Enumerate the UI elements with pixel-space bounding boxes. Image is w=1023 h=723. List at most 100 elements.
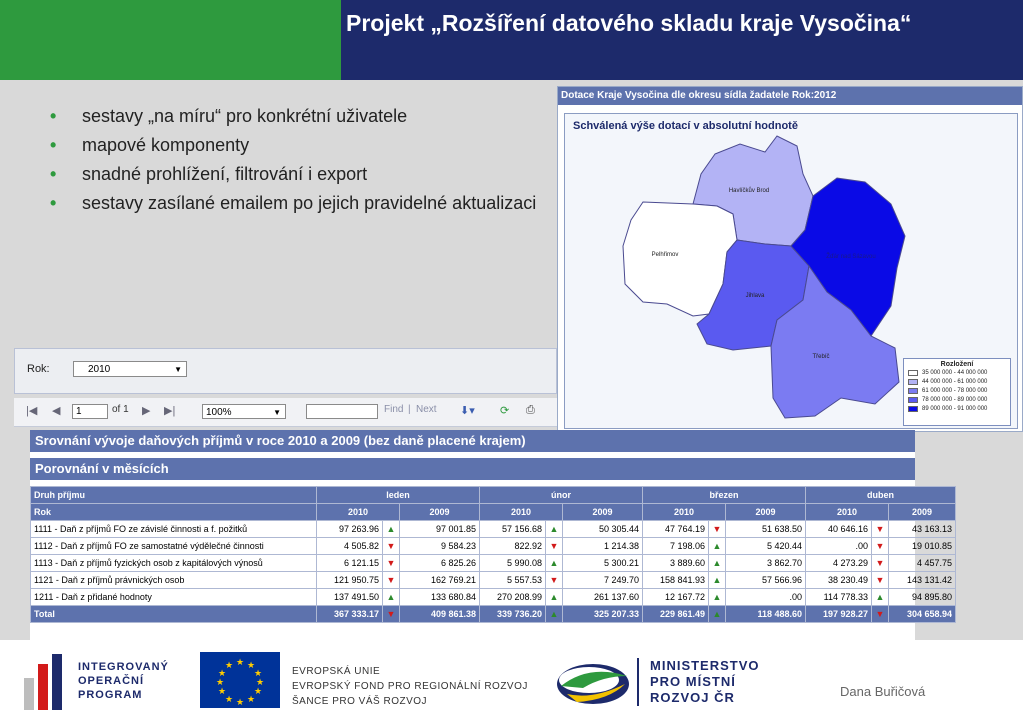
next-page-icon[interactable]: ▶ <box>142 405 151 417</box>
district-label: Havlíčkův Brod <box>729 187 769 194</box>
value-cell: 97 263.96 <box>316 520 383 538</box>
find-separator: | <box>408 404 411 415</box>
trend-arrow-icon: ▲ <box>382 588 400 606</box>
mmr-text: MINISTERSTVO PRO MÍSTNÍ ROZVOJ ČR <box>650 658 760 705</box>
value-cell: 5 300.21 <box>562 554 643 572</box>
year-header: 2010 <box>805 503 890 521</box>
value-cell: 339 736.20 <box>479 605 546 623</box>
value-cell: 143 131.42 <box>888 571 957 589</box>
iop-logo-icon <box>24 654 62 710</box>
report-toolbar: |◀ ◀ of 1 ▶ ▶| 100%▼ Find | Next ⬇▾ ⟳ ⎙ <box>14 398 557 427</box>
table-header-months: Druh příjmu leden únor březen duben <box>30 486 957 504</box>
value-cell: 118 488.60 <box>724 605 807 623</box>
year-header: 2009 <box>724 503 807 521</box>
svg-text:★: ★ <box>225 695 233 705</box>
value-cell: 3 889.60 <box>642 554 709 572</box>
value-cell: 51 638.50 <box>724 520 807 538</box>
refresh-icon[interactable]: ⟳ <box>500 405 510 417</box>
prev-page-icon[interactable]: ◀ <box>52 405 61 417</box>
legend-swatch <box>908 396 918 403</box>
trend-arrow-icon: ▲ <box>708 537 726 555</box>
trend-arrow-icon: ▼ <box>382 571 400 589</box>
trend-arrow-icon: ▼ <box>382 554 400 572</box>
svg-text:★: ★ <box>218 687 226 697</box>
district-label: Pelhřimov <box>652 252 679 258</box>
value-cell: 133 680.84 <box>399 588 480 606</box>
bullet-dot-icon: • <box>50 106 57 126</box>
district-trebic[interactable] <box>770 264 900 419</box>
district-label: Jihlava <box>746 293 765 299</box>
page-number-input[interactable] <box>72 404 108 419</box>
legend-swatch <box>908 369 918 376</box>
row-label: 1113 - Daň z příjmů fyzických osob z kap… <box>30 554 317 572</box>
trend-arrow-icon: ▼ <box>545 571 563 589</box>
value-cell: 94 895.80 <box>888 588 957 606</box>
rok-select[interactable]: 2010 ▼ <box>73 361 187 377</box>
legend-item: 89 000 000 - 91 000 000 <box>904 404 1010 413</box>
footer-logos: INTEGROVANÝ OPERAČNÍ PROGRAM ★ ★ ★ ★ ★ ★ ★ ★ ★… <box>0 640 1023 723</box>
value-cell: 43 163.13 <box>888 520 957 538</box>
value-cell: 4 505.82 <box>316 537 383 555</box>
month-header: duben <box>805 486 957 504</box>
last-page-icon[interactable]: ▶| <box>164 405 176 417</box>
legend-item: 35 000 000 - 44 000 000 <box>904 368 1010 377</box>
svg-text:★: ★ <box>247 661 255 671</box>
value-cell: 121 950.75 <box>316 571 383 589</box>
month-header: leden <box>316 486 480 504</box>
row-label: 1121 - Daň z příjmů právnických osob <box>30 571 317 589</box>
value-cell: 50 305.44 <box>562 520 643 538</box>
table-row: 1121 - Daň z příjmů právnických osob 121 … <box>30 571 957 589</box>
table-total-row: Total 367 333.17 ▼ 409 861.38 339 736.20 ▲ 325… <box>30 605 957 623</box>
value-cell: 7 249.70 <box>562 571 643 589</box>
bullet-item: • snadné prohlížení, filtrování i export <box>50 164 368 184</box>
rok-label: Rok: <box>27 363 50 375</box>
value-cell: 38 230.49 <box>805 571 873 589</box>
region-map: Havlíčkův Brod Pelhřimov Jihlava Žďár na… <box>622 135 906 419</box>
trend-arrow-icon: ▼ <box>871 554 890 572</box>
value-cell: 270 208.99 <box>479 588 546 606</box>
trend-arrow-icon: ▼ <box>708 520 726 538</box>
next-link[interactable]: Next <box>416 404 437 415</box>
iop-text: INTEGROVANÝ OPERAČNÍ PROGRAM <box>78 661 169 701</box>
value-cell: 5 990.08 <box>479 554 546 572</box>
value-cell: 197 928.27 <box>805 605 873 623</box>
table-row: 1112 - Daň z příjmů FO ze samostatné výd… <box>30 537 957 555</box>
value-cell: 6 825.26 <box>399 554 480 572</box>
svg-text:★: ★ <box>218 669 226 679</box>
bullet-dot-icon: • <box>50 135 57 155</box>
legend-title: Rozložení <box>940 361 974 368</box>
zoom-select[interactable]: 100% ▼ <box>202 404 286 419</box>
eu-text: EVROPSKÁ UNIE EVROPSKÝ FOND PRO REGIONÁL… <box>292 666 528 707</box>
col-rok-header: Rok <box>30 503 317 521</box>
bullet-item: • sestavy zasílané emailem po jejich prav… <box>50 193 537 213</box>
value-cell: 367 333.17 <box>316 605 383 623</box>
parameter-panel: Rok: 2010 ▼ <box>14 348 557 394</box>
first-page-icon[interactable]: |◀ <box>26 405 38 417</box>
value-cell: 137 491.50 <box>316 588 383 606</box>
author-name: Dana Buřičová <box>840 684 926 699</box>
bullet-item: • sestavy „na míru“ pro konkrétní uživate… <box>50 106 408 126</box>
find-link[interactable]: Find <box>384 404 404 415</box>
legend-item: 78 000 000 - 89 000 000 <box>904 395 1010 404</box>
dropdown-arrow-icon: ▼ <box>273 408 281 417</box>
month-header: únor <box>479 486 643 504</box>
find-input[interactable] <box>306 404 378 419</box>
svg-text:★: ★ <box>236 658 244 668</box>
table-header-years: Rok 2010 2009 2010 2009 2010 2009 2010 2009 <box>30 503 957 521</box>
trend-arrow-icon: ▲ <box>545 605 563 623</box>
district-zdar-nad-sazavou[interactable] <box>790 177 906 337</box>
month-header: březen <box>641 486 807 504</box>
value-cell: 9 584.23 <box>399 537 480 555</box>
value-cell: 162 769.21 <box>399 571 480 589</box>
trend-arrow-icon: ▼ <box>545 537 563 555</box>
row-label: 1112 - Daň z příjmů FO ze samostatné výd… <box>30 537 317 555</box>
export-icon[interactable]: ⬇▾ <box>460 405 475 417</box>
col-druh-header: Druh příjmu <box>30 486 317 504</box>
print-icon[interactable]: ⎙ <box>526 404 535 416</box>
year-header: 2009 <box>562 503 643 521</box>
year-header: 2009 <box>888 503 957 521</box>
mmr-separator <box>637 658 639 706</box>
value-cell: 47 764.19 <box>642 520 709 538</box>
value-cell: 261 137.60 <box>562 588 643 606</box>
trend-arrow-icon: ▲ <box>545 520 563 538</box>
